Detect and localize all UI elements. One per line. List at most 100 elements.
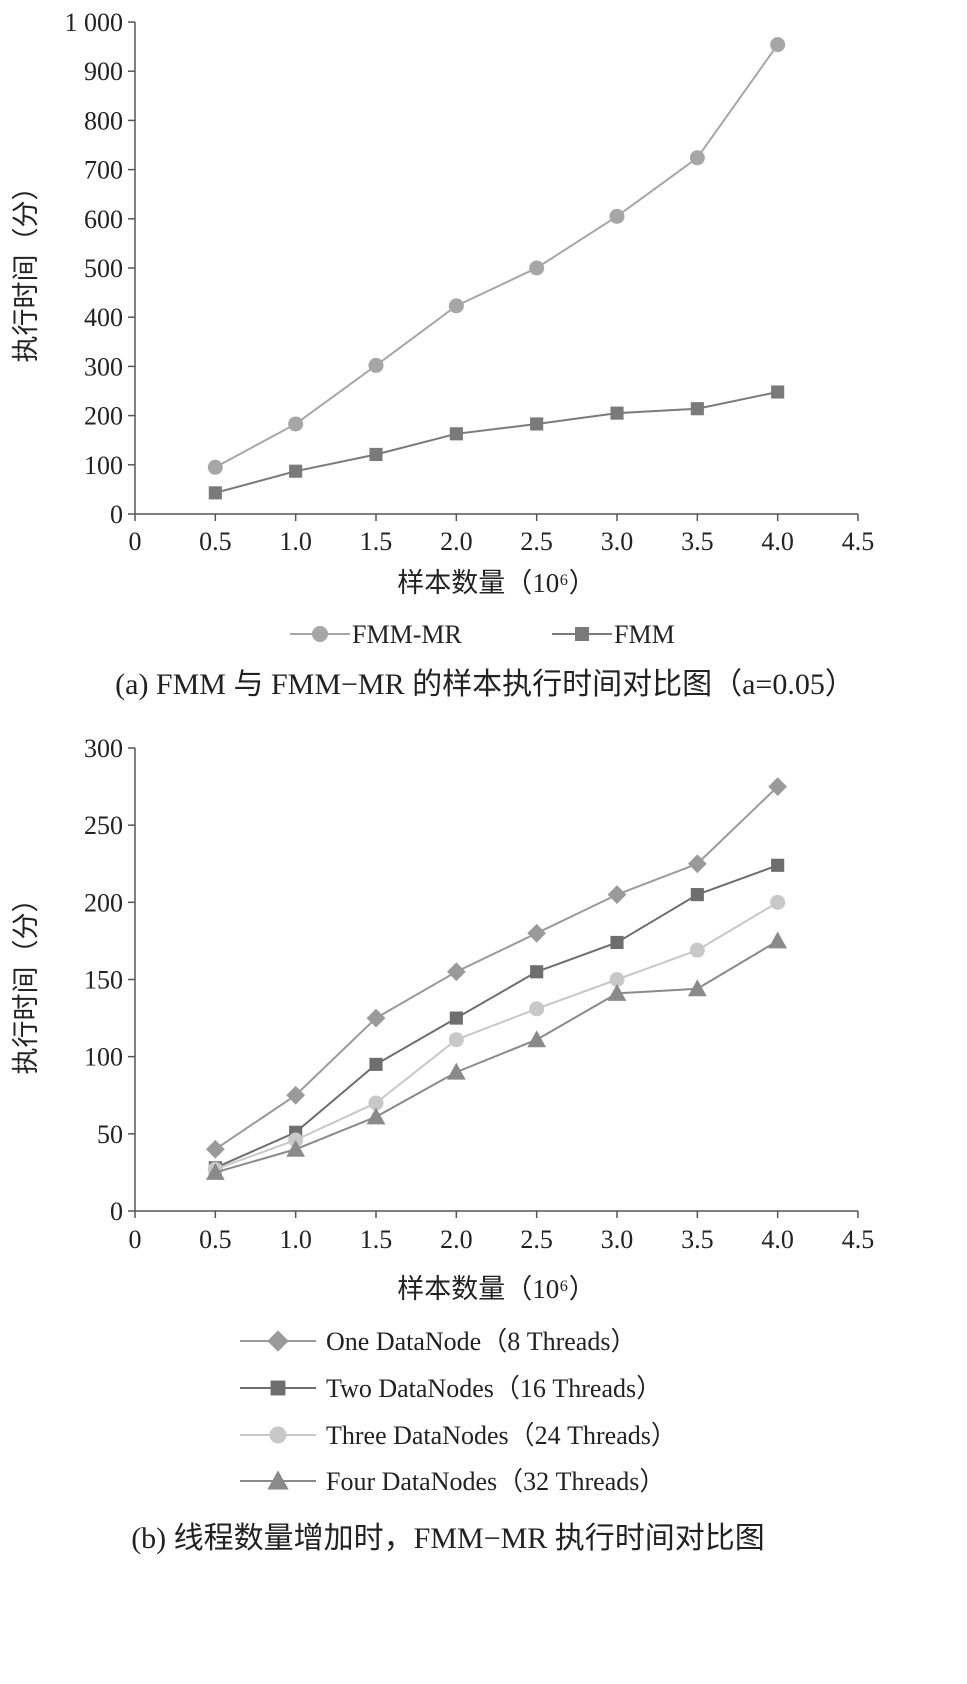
data-point-s1-5	[610, 935, 624, 950]
x-tick-label: 1.0	[279, 527, 312, 556]
y-tick-label: 300	[84, 734, 123, 763]
legend-marker	[270, 1380, 286, 1396]
y-tick-label: 50	[97, 1120, 123, 1149]
y-tick-label: 0	[110, 500, 123, 529]
x-tick-label: 0.5	[199, 1225, 232, 1254]
y-tick-label: 200	[84, 888, 123, 917]
data-point-s0-2	[368, 357, 384, 373]
y-tick-label: 0	[110, 1197, 123, 1226]
x-tick-label: 3.0	[601, 527, 634, 556]
y-tick-label: 200	[84, 402, 123, 431]
legend-label: FMM-MR	[352, 620, 462, 649]
data-point-s3-7	[768, 931, 788, 949]
y-tick-label: 400	[84, 303, 123, 332]
data-point-s1-7	[771, 858, 785, 872]
y-tick-label: 800	[84, 106, 123, 135]
y-tick-label: 250	[84, 811, 123, 840]
data-point-s0-5	[609, 208, 625, 224]
legend-marker	[267, 1330, 289, 1352]
data-point-s1-3	[449, 427, 463, 441]
x-tick-label: 2.0	[440, 1225, 473, 1254]
data-point-s0-4	[529, 260, 545, 276]
data-point-s2-5	[609, 972, 625, 987]
data-point-s1-6	[690, 888, 704, 902]
y-tick-label: 500	[84, 254, 123, 283]
data-point-s1-5	[610, 406, 624, 420]
data-point-s1-4	[530, 417, 544, 431]
data-point-s0-6	[689, 150, 705, 166]
data-point-s0-4	[527, 923, 547, 943]
series-line-3	[215, 940, 779, 1174]
figure-caption: (a) FMM 与 FMM−MR 的样本执行时间对比图（a=0.05）	[115, 668, 855, 701]
legend-label: Two DataNodes（16 Threads）	[326, 1374, 662, 1403]
series-line-1	[215, 391, 778, 494]
y-tick-label: 600	[84, 205, 123, 234]
data-point-s0-1	[288, 416, 304, 432]
x-tick-label: 3.0	[601, 1225, 634, 1254]
data-point-s1-7	[771, 385, 785, 399]
data-point-s1-4	[530, 965, 544, 979]
x-tick-label: 1.5	[360, 527, 393, 556]
y-tick-label: 150	[84, 966, 123, 995]
series-line-2	[214, 901, 779, 1171]
legend-marker	[267, 1470, 289, 1490]
data-point-s3-1	[286, 1139, 306, 1157]
data-point-s1-2	[369, 1057, 383, 1071]
x-tick-label: 1.0	[279, 1225, 312, 1254]
y-tick-label: 100	[84, 451, 123, 480]
data-point-s1-2	[369, 447, 383, 462]
legend-label: Four DataNodes（32 Threads）	[326, 1467, 665, 1496]
data-point-s0-2	[366, 1008, 386, 1028]
x-axis-title: 样本数量（10⁶）	[397, 1274, 595, 1304]
figure-caption: (b) 线程数量增加时，FMM−MR 执行时间对比图	[131, 1522, 765, 1555]
legend-marker	[269, 1426, 287, 1444]
data-point-s2-6	[689, 942, 705, 958]
y-axis-title: 执行时间（分）	[11, 886, 41, 1075]
data-point-s0-5	[607, 885, 627, 904]
series-line-0	[214, 785, 779, 1151]
chart-b: 0 50 100 150 200 250 300 0 0.5 1.0 1.5 2.0 2.5 3.0 3.5…	[11, 734, 874, 1555]
data-point-s2-2	[368, 1095, 384, 1111]
x-tick-label: 4.5	[842, 527, 875, 556]
legend-label: FMM	[614, 620, 675, 649]
x-tick-label: 2.5	[520, 1225, 553, 1254]
y-tick-label: 100	[84, 1043, 123, 1072]
data-point-s0-0	[205, 1139, 225, 1159]
data-point-s0-3	[446, 962, 466, 982]
y-tick-label: 300	[84, 352, 123, 381]
data-point-s3-4	[527, 1030, 547, 1048]
data-point-s0-0	[207, 459, 223, 475]
x-tick-label: 2.5	[520, 527, 553, 556]
data-point-s2-7	[770, 894, 786, 910]
series-line-1	[214, 864, 779, 1169]
data-point-s0-1	[286, 1085, 306, 1105]
x-tick-label: 3.5	[681, 527, 714, 556]
x-axis-title: 样本数量（10⁶）	[397, 568, 595, 598]
x-tick-label: 2.0	[440, 527, 473, 556]
data-point-s0-7	[768, 777, 788, 796]
data-point-s2-4	[529, 1001, 545, 1017]
data-point-s3-2	[366, 1107, 386, 1125]
data-point-s1-3	[449, 1011, 463, 1025]
x-tick-label: 4.0	[761, 1225, 794, 1254]
data-point-s3-6	[687, 979, 707, 997]
data-point-s3-5	[607, 984, 627, 1001]
x-tick-label: 3.5	[681, 1225, 714, 1254]
data-point-s0-6	[687, 854, 707, 874]
data-point-s1-6	[690, 402, 704, 416]
y-tick-label: 900	[84, 57, 123, 86]
data-point-s1-1	[289, 464, 303, 478]
x-tick-label: 1.5	[360, 1225, 393, 1254]
y-tick-label: 700	[84, 156, 123, 185]
legend-label: One DataNode（8 Threads）	[326, 1327, 636, 1356]
y-axis-title: 执行时间（分）	[11, 174, 41, 363]
x-tick-label: 4.0	[761, 527, 794, 556]
data-point-s2-3	[448, 1032, 464, 1048]
legend-marker	[312, 626, 328, 642]
x-tick-label: 0.5	[199, 527, 232, 556]
legend-marker	[575, 627, 589, 641]
legend-label: Three DataNodes（24 Threads）	[326, 1421, 677, 1450]
data-point-s0-3	[448, 298, 464, 314]
x-tick-label: 4.5	[842, 1225, 875, 1254]
